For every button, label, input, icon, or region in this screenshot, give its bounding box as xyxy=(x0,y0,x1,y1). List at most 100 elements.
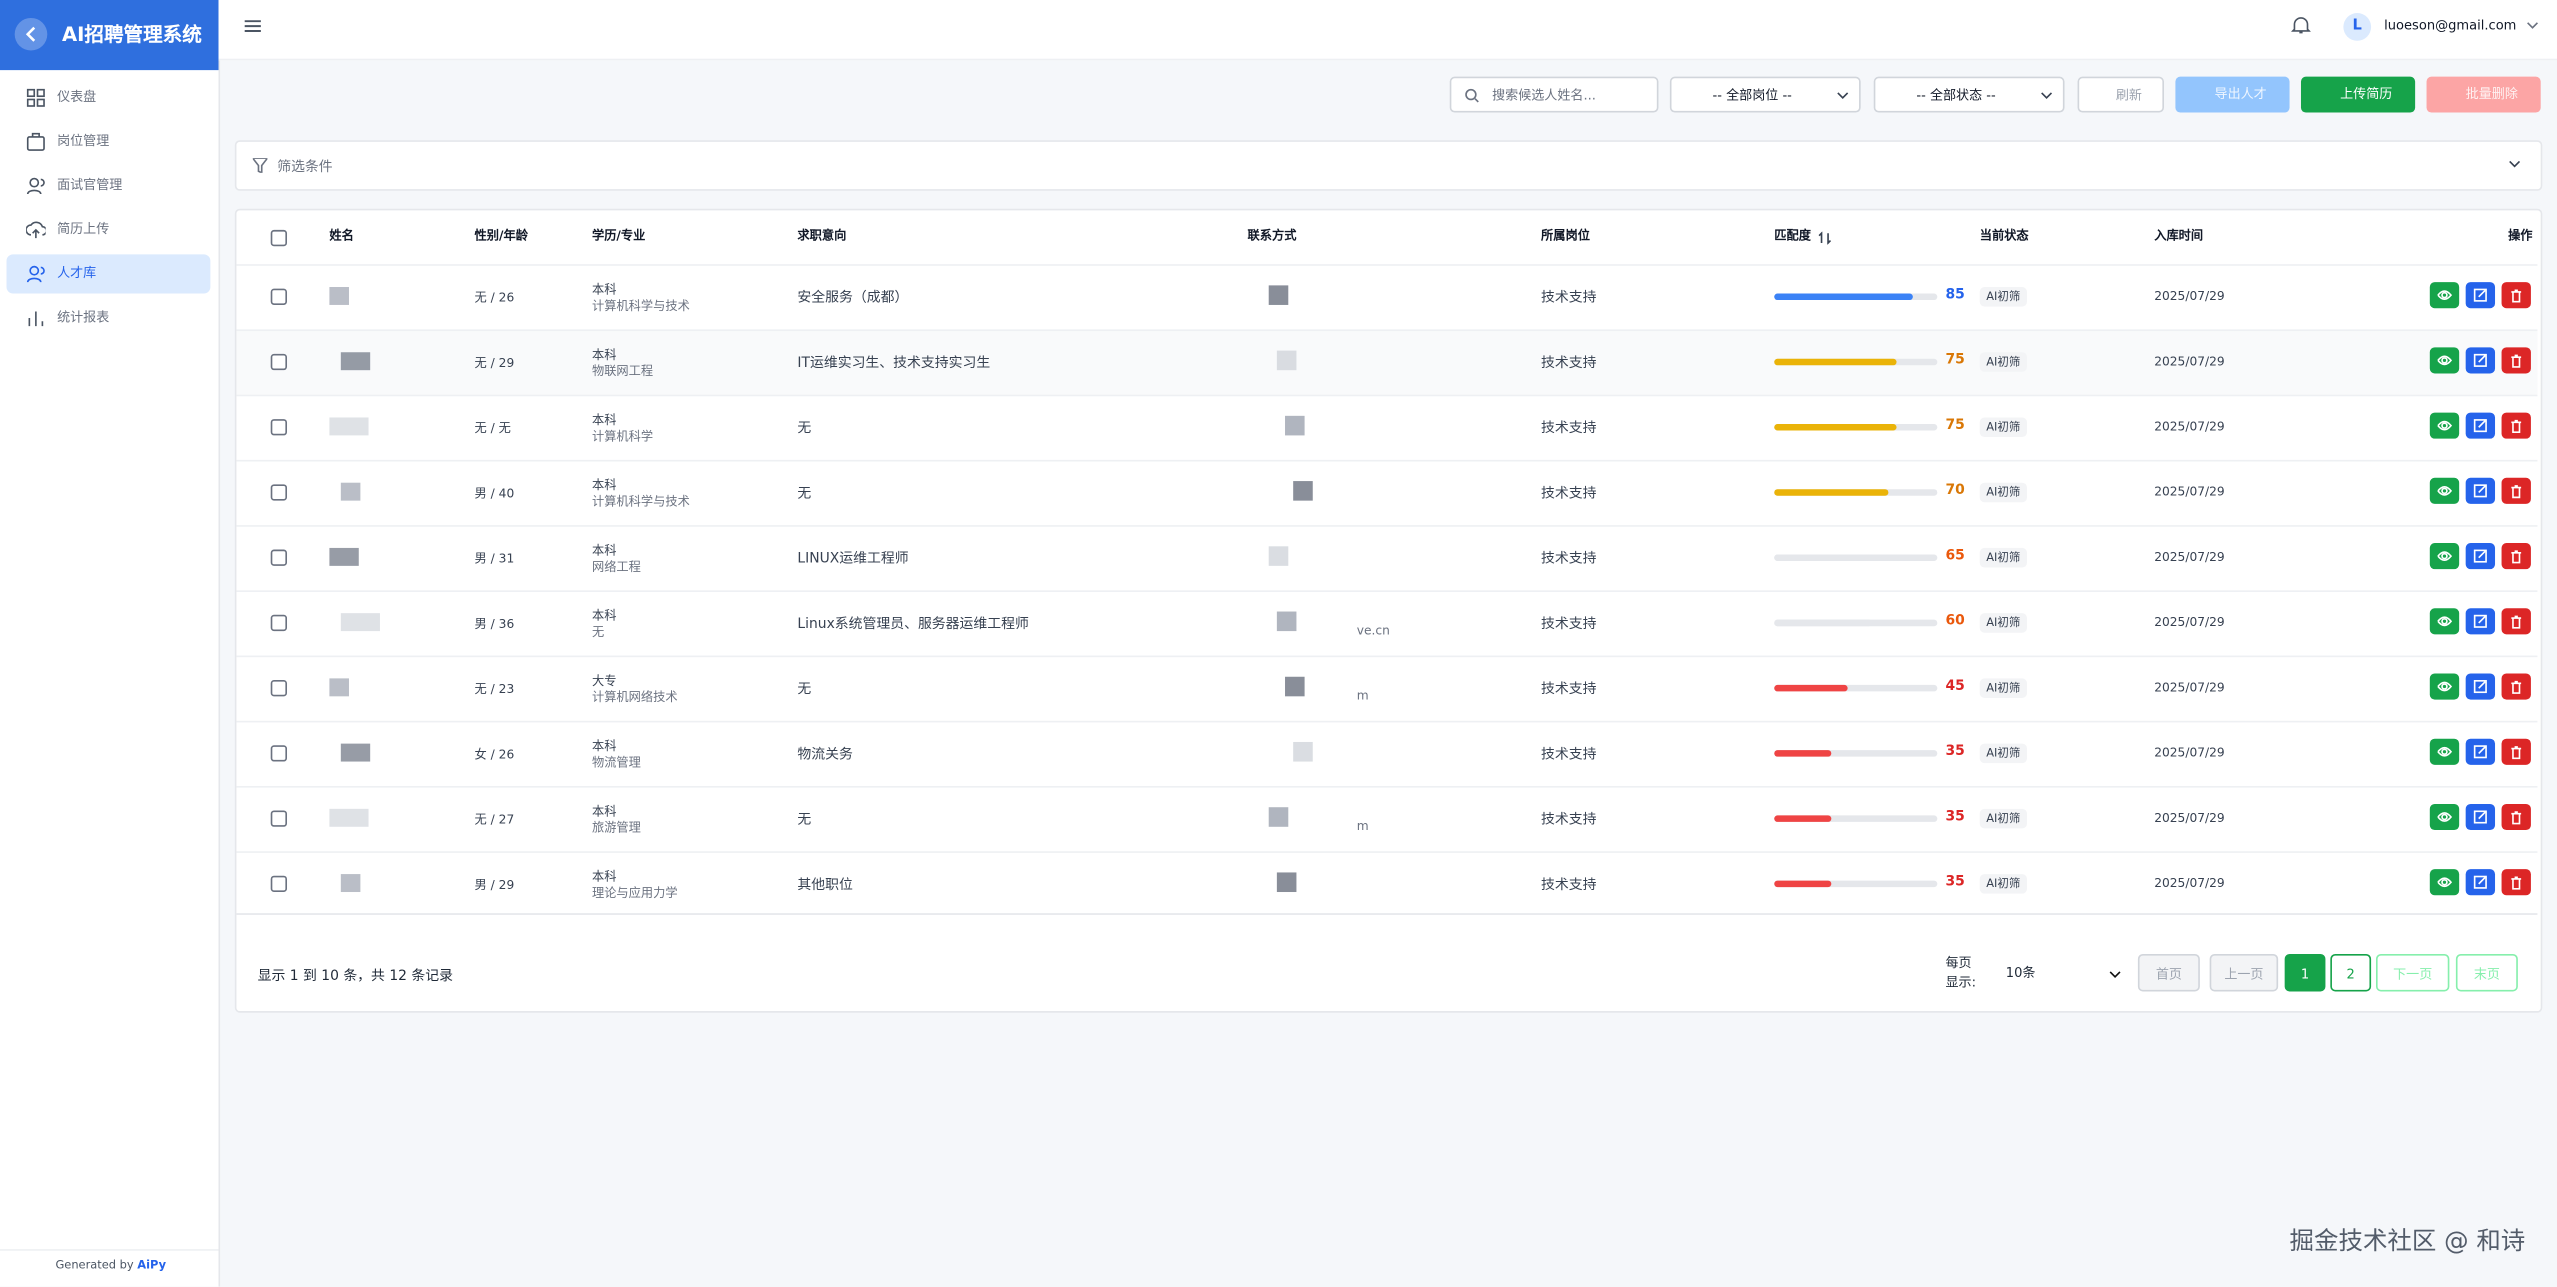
checkbox[interactable] xyxy=(270,680,288,697)
edit-button[interactable] xyxy=(2465,543,2496,570)
footer-link[interactable]: AiPy xyxy=(137,1258,167,1272)
view-button[interactable] xyxy=(2429,803,2460,831)
edit-button[interactable] xyxy=(2465,673,2496,700)
checkbox[interactable] xyxy=(270,484,288,501)
menu-label: 简历上传 xyxy=(57,221,110,237)
edit-button[interactable] xyxy=(2465,608,2496,635)
view-button[interactable] xyxy=(2429,738,2460,765)
topbar: L luoeson@gmail.com xyxy=(218,0,2557,61)
blurred-contact xyxy=(1276,350,1297,371)
edit-button[interactable] xyxy=(2465,738,2496,765)
delete-button[interactable] xyxy=(2501,477,2531,504)
date: 2025/07/29 xyxy=(2154,680,2225,695)
sort-icon[interactable] xyxy=(1818,231,1832,248)
edit-button[interactable] xyxy=(2465,412,2496,439)
checkbox[interactable] xyxy=(270,419,288,436)
position: 技术支持 xyxy=(1541,420,1597,438)
prev-page[interactable]: 上一页 xyxy=(2209,953,2279,992)
next-page[interactable]: 下一页 xyxy=(2375,953,2450,992)
delete-button[interactable] xyxy=(2501,738,2531,765)
delete-button[interactable] xyxy=(2501,282,2531,309)
menu-item[interactable]: 人才库 xyxy=(6,254,211,294)
delete-button[interactable] xyxy=(2501,673,2531,700)
position-select[interactable]: -- 全部岗位 -- xyxy=(1669,76,1861,113)
row xyxy=(236,329,2538,395)
checkbox[interactable] xyxy=(270,875,288,893)
intention: 其他职位 xyxy=(797,877,853,894)
view-button[interactable] xyxy=(2429,673,2460,700)
sidebar: AI招聘管理系统 Generated by AiPy 仪表盘 岗位管理 面试官管理简… xyxy=(0,0,221,1287)
column-header: 匹配度 xyxy=(1774,228,1811,243)
score-label: 45 xyxy=(1945,678,1965,695)
page-size-select[interactable]: 10条 xyxy=(1996,953,2127,992)
search-input[interactable]: 搜索候选人姓名... xyxy=(1449,76,1659,113)
checkbox[interactable] xyxy=(270,353,288,371)
batch-delete-button[interactable]: 批量删除 xyxy=(2426,76,2541,113)
gender-age: 无 / 29 xyxy=(474,355,515,371)
menu-item[interactable]: 面试官管理 xyxy=(7,166,211,205)
refresh-button[interactable]: 刷新 xyxy=(2077,76,2164,113)
status-badge: AI初筛 xyxy=(1979,613,2027,633)
edit-button[interactable] xyxy=(2465,477,2496,504)
pagination-summary: 显示 1 到 10 条，共 12 条记录 xyxy=(257,968,453,985)
menu-item[interactable]: 简历上传 xyxy=(7,210,211,249)
checkbox[interactable] xyxy=(270,229,288,247)
blurred-name xyxy=(329,547,359,566)
date: 2025/07/29 xyxy=(2154,484,2225,500)
filter-card[interactable]: 筛选条件 xyxy=(234,140,2543,191)
menu-item[interactable]: 岗位管理 xyxy=(7,122,211,161)
edit-button[interactable] xyxy=(2465,282,2496,309)
score-track xyxy=(1774,815,1938,822)
chevron xyxy=(2109,969,2122,984)
hamburger[interactable] xyxy=(244,18,261,34)
edit-button[interactable] xyxy=(2465,803,2496,831)
last-page[interactable]: 末页 xyxy=(2455,953,2518,992)
row xyxy=(236,394,2538,460)
checkbox[interactable] xyxy=(270,810,288,827)
checkbox[interactable] xyxy=(270,288,288,305)
back-button[interactable] xyxy=(13,16,49,52)
gender-age: 无 / 无 xyxy=(474,420,511,436)
menu-item[interactable]: 仪表盘 xyxy=(7,78,211,117)
checkbox[interactable] xyxy=(270,549,288,566)
user-email[interactable]: luoeson@gmail.com xyxy=(2384,17,2517,33)
status-badge: AI初筛 xyxy=(1979,678,2027,698)
delete-button[interactable] xyxy=(2501,347,2531,374)
blurred-contact xyxy=(1268,546,1289,566)
major: 计算机科学与技术 xyxy=(591,494,690,509)
view-button[interactable] xyxy=(2429,282,2460,309)
delete-button[interactable] xyxy=(2501,803,2531,831)
position: 技术支持 xyxy=(1541,355,1597,372)
export-button[interactable]: 导出人才 xyxy=(2175,76,2290,113)
edit-button[interactable] xyxy=(2465,347,2496,374)
page-number[interactable]: 2 xyxy=(2330,953,2372,992)
view-button[interactable] xyxy=(2429,608,2460,635)
intention: 物流关务 xyxy=(797,746,853,764)
delete-button[interactable] xyxy=(2501,543,2531,570)
upload-button[interactable]: 上传简历 xyxy=(2300,76,2416,113)
view-button[interactable] xyxy=(2429,412,2460,439)
delete-button[interactable] xyxy=(2501,869,2531,896)
status-select[interactable]: -- 全部状态 -- xyxy=(1873,76,2065,113)
avatar[interactable]: L xyxy=(2343,13,2372,41)
view-button[interactable] xyxy=(2429,543,2460,570)
footer-text: Generated by xyxy=(55,1258,134,1272)
edit-button[interactable] xyxy=(2465,869,2496,896)
page-number[interactable]: 1 xyxy=(2284,953,2326,992)
view-button[interactable] xyxy=(2429,347,2460,374)
delete-button[interactable] xyxy=(2501,412,2531,439)
delete-button[interactable] xyxy=(2501,608,2531,635)
score-label: 35 xyxy=(1945,808,1965,826)
bell[interactable] xyxy=(2291,15,2311,36)
first-page[interactable]: 首页 xyxy=(2137,953,2200,992)
score-label: 35 xyxy=(1945,743,1965,760)
checkbox[interactable] xyxy=(270,614,288,632)
menu-item[interactable]: 统计报表 xyxy=(7,298,211,337)
score-track xyxy=(1774,880,1938,888)
view-button[interactable] xyxy=(2429,477,2460,504)
view-button[interactable] xyxy=(2429,869,2460,896)
checkbox[interactable] xyxy=(270,745,288,762)
column-header: 学历/专业 xyxy=(591,228,646,243)
score-label: 85 xyxy=(1945,287,1965,304)
